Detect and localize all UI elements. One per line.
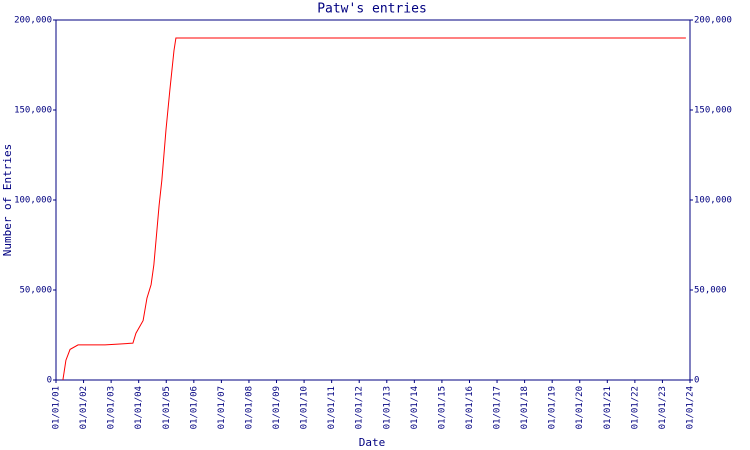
y-tick-label: 0 <box>47 376 52 386</box>
x-tick-label: 01/01/02 <box>79 386 89 429</box>
x-tick-label: 01/01/14 <box>410 386 420 429</box>
x-tick-label: 01/01/19 <box>548 386 558 429</box>
x-tick-label: 01/01/24 <box>686 386 696 429</box>
y2-tick-label: 100,000 <box>694 196 732 206</box>
x-tick-label: 01/01/04 <box>134 386 144 429</box>
y2-tick-label: 150,000 <box>694 106 732 116</box>
y-axis-label: Number of Entries <box>1 144 14 257</box>
x-tick-label: 01/01/06 <box>189 386 199 429</box>
x-tick-label: 01/01/01 <box>52 386 62 429</box>
x-tick-label: 01/01/20 <box>575 386 585 429</box>
chart-title: Patw's entries <box>317 2 427 17</box>
x-tick-label: 01/01/13 <box>382 386 392 429</box>
x-tick-label: 01/01/03 <box>107 386 117 429</box>
x-tick-label: 01/01/11 <box>327 386 337 429</box>
x-tick-label: 01/01/23 <box>658 386 668 429</box>
x-tick-label: 01/01/17 <box>493 386 503 429</box>
y-tick-label: 200,000 <box>14 16 52 26</box>
x-tick-label: 01/01/09 <box>272 386 282 429</box>
x-tick-label: 01/01/08 <box>244 386 254 429</box>
y2-tick-label: 0 <box>694 376 699 386</box>
y-tick-label: 150,000 <box>14 106 52 116</box>
x-tick-label: 01/01/05 <box>162 386 172 429</box>
x-tick-label: 01/01/21 <box>603 386 613 429</box>
x-tick-label: 01/01/16 <box>465 386 475 429</box>
x-tick-label: 01/01/07 <box>217 386 227 429</box>
x-tick-label: 01/01/15 <box>437 386 447 429</box>
y2-tick-label: 50,000 <box>694 286 727 296</box>
x-tick-label: 01/01/18 <box>520 386 530 429</box>
plot-frame <box>55 19 691 381</box>
x-tick-label: 01/01/10 <box>300 386 310 429</box>
x-tick-label: 01/01/12 <box>355 386 365 429</box>
data-line <box>62 37 686 381</box>
y-tick-label: 50,000 <box>19 286 52 296</box>
y-tick-label: 100,000 <box>14 196 52 206</box>
y2-tick-label: 200,000 <box>694 16 732 26</box>
x-axis-label: Date <box>359 436 386 449</box>
x-tick-label: 01/01/22 <box>630 386 640 429</box>
